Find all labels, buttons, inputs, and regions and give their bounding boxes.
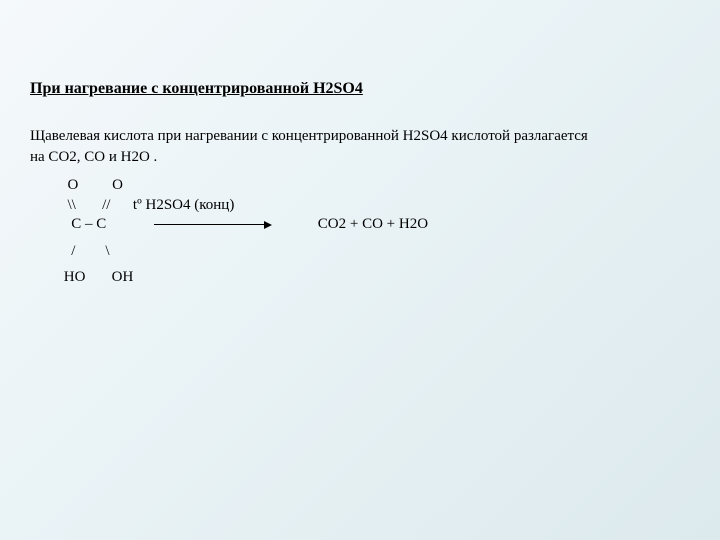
structure-line-1: O O [60,174,690,197]
structure-line-5: HO OH [60,266,690,289]
intro-paragraph: Щавелевая кислота при нагревании с конце… [30,126,690,168]
paragraph-line-2: на CO2, CO и H2O . [30,149,157,165]
reaction-conditions: tº H2SO4 (конц) [133,197,234,214]
arrow-head-icon [264,221,272,229]
paragraph-line-1: Щавелевая кислота при нагревании с конце… [30,128,588,144]
slide-heading: При нагревание с концентрированной H2SO4 [30,80,690,98]
structure-line-2-row: \\ // tº H2SO4 (конц) [60,197,690,214]
structure-line-2-left: \\ // [60,197,110,214]
arrow-line [154,224,264,225]
structure-line-4: / \ [60,240,690,263]
reaction-products: CO2 + CO + H2O [318,216,428,233]
slide-content: При нагревание с концентрированной H2SO4… [0,0,720,319]
reaction-line: C – C CO2 + CO + H2O [60,214,690,236]
structure-line-3-left: C – C [60,216,106,233]
heading-text: При нагревание с концентрированной H2SO4 [30,80,363,97]
reaction-arrow [154,221,272,229]
